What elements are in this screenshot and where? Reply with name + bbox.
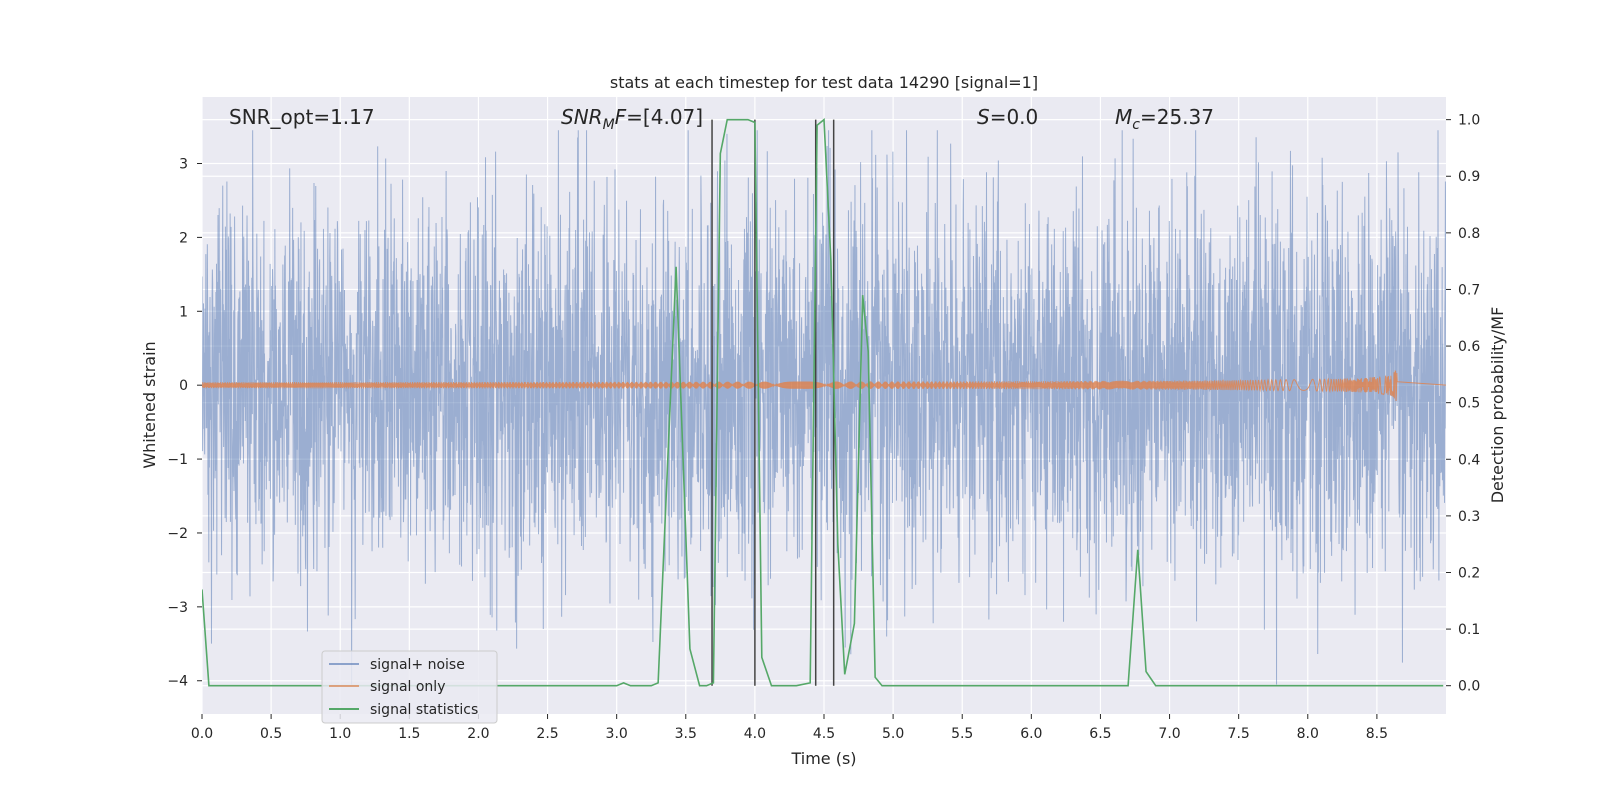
x-tick-label: 6.0 bbox=[1020, 726, 1042, 742]
x-tick-label: 4.5 bbox=[813, 726, 835, 742]
x-tick-label: 0.0 bbox=[191, 726, 213, 742]
y-right-axis-ticks: 1.0 0.9 0.8 0.7 0.6 0.5 0.4 0.3 0.2 0.1 0.0 bbox=[1446, 113, 1480, 695]
y-right-tick-label: 0.8 bbox=[1458, 226, 1480, 242]
x-tick-label: 2.0 bbox=[467, 726, 489, 742]
x-tick-label: 7.5 bbox=[1228, 726, 1250, 742]
series-signal-only bbox=[202, 369, 1446, 402]
legend-label-signal-only: signal only bbox=[370, 679, 445, 695]
x-tick-label: 8.0 bbox=[1297, 726, 1319, 742]
x-tick-label: 2.5 bbox=[536, 726, 558, 742]
x-tick-label: 3.0 bbox=[606, 726, 628, 742]
snr-mf-tail: F bbox=[615, 105, 627, 129]
y-right-tick-label: 0.9 bbox=[1458, 169, 1480, 185]
y-axis-label: Whitened strain bbox=[140, 341, 159, 468]
series-signal-noise bbox=[202, 130, 1446, 685]
y-tick-label: −3 bbox=[167, 600, 188, 616]
mc-base: M bbox=[1115, 105, 1132, 129]
y-tick-label: −4 bbox=[167, 674, 188, 690]
y-tick-label: 3 bbox=[179, 157, 188, 173]
x-tick-label: 3.5 bbox=[675, 726, 697, 742]
y-tick-label: −1 bbox=[167, 452, 188, 468]
y-axis-ticks: 3 2 1 0 −1 −2 −3 −4 bbox=[167, 157, 202, 690]
annotation-mc: Mc=25.37 bbox=[1115, 105, 1214, 133]
y-right-tick-label: 0.2 bbox=[1458, 565, 1480, 581]
s-value: =0.0 bbox=[990, 105, 1039, 129]
y-right-tick-label: 0.7 bbox=[1458, 282, 1480, 298]
legend-label-signal-statistics: signal statistics bbox=[370, 702, 478, 718]
s-label: S bbox=[977, 105, 990, 129]
snr-mf-sub: M bbox=[603, 117, 615, 133]
mc-sub: c bbox=[1132, 117, 1140, 133]
x-tick-label: 1.5 bbox=[398, 726, 420, 742]
annotation-snr-mf: SNRMF=[4.07] bbox=[561, 105, 703, 133]
x-tick-label: 1.0 bbox=[329, 726, 351, 742]
x-tick-label: 7.0 bbox=[1158, 726, 1180, 742]
y-right-tick-label: 0.0 bbox=[1458, 679, 1480, 695]
y-right-tick-label: 0.1 bbox=[1458, 622, 1480, 638]
y-tick-label: 0 bbox=[179, 378, 188, 394]
x-axis-ticks: 0.0 0.5 1.0 1.5 2.0 2.5 3.0 3.5 4.0 4.5 5.0 5.5 6.0 6… bbox=[191, 714, 1388, 742]
y-tick-label: −2 bbox=[167, 526, 188, 542]
x-tick-label: 6.5 bbox=[1089, 726, 1111, 742]
chart-title: stats at each timestep for test data 142… bbox=[610, 73, 1038, 92]
y-right-tick-label: 0.3 bbox=[1458, 509, 1480, 525]
y-right-axis-label: Detection probability/MF bbox=[1488, 307, 1507, 504]
x-tick-label: 4.0 bbox=[744, 726, 766, 742]
snr-mf-value: =[4.07] bbox=[626, 105, 703, 129]
annotation-snr-opt: SNR_opt=1.17 bbox=[229, 105, 375, 129]
legend-label-signal-noise: signal+ noise bbox=[370, 657, 465, 673]
snr-mf-base: SNR bbox=[561, 105, 603, 129]
x-axis-label: Time (s) bbox=[790, 749, 856, 768]
legend: signal+ noise signal only signal statist… bbox=[321, 650, 498, 724]
y-right-tick-label: 0.6 bbox=[1458, 339, 1480, 355]
y-right-tick-label: 1.0 bbox=[1458, 113, 1480, 129]
y-right-tick-label: 0.4 bbox=[1458, 452, 1480, 468]
x-tick-label: 5.5 bbox=[951, 726, 973, 742]
x-tick-label: 0.5 bbox=[260, 726, 282, 742]
x-tick-label: 5.0 bbox=[882, 726, 904, 742]
x-tick-label: 8.5 bbox=[1366, 726, 1388, 742]
y-tick-label: 2 bbox=[179, 230, 188, 246]
series-signal-statistics bbox=[202, 118, 1444, 687]
y-right-tick-label: 0.5 bbox=[1458, 396, 1480, 412]
mc-value: =25.37 bbox=[1140, 105, 1214, 129]
legend-box bbox=[321, 650, 498, 724]
y-tick-label: 1 bbox=[179, 304, 188, 320]
annotation-s: S=0.0 bbox=[977, 105, 1038, 129]
